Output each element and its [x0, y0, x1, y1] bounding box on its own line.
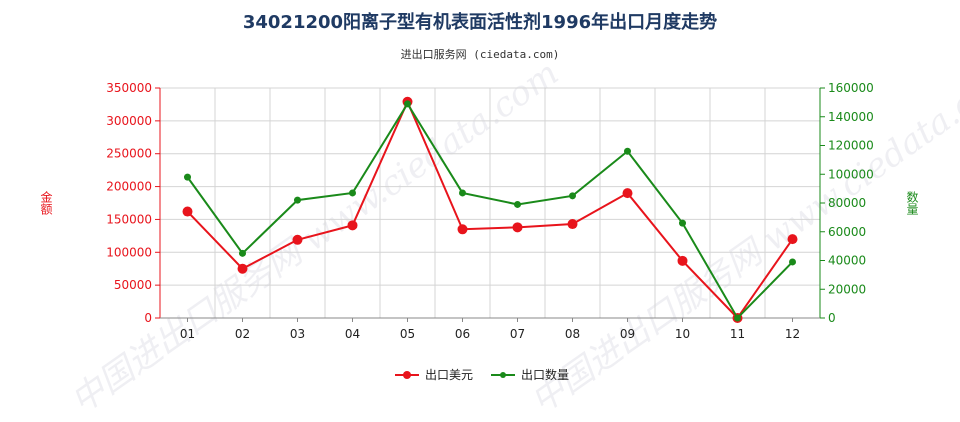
x-tick-label: 06	[455, 327, 470, 341]
series-point-2	[734, 314, 741, 322]
left-tick-label: 50000	[114, 278, 152, 292]
right-tick-label: 120000	[828, 139, 874, 153]
series-point-1	[567, 219, 578, 230]
y-axis-left-label: 金额	[39, 190, 53, 216]
series-point-2	[679, 219, 686, 227]
chart-subtitle: 进出口服务网 (ciedata.com)	[400, 48, 560, 61]
grid	[159, 87, 821, 319]
left-tick-label: 200000	[106, 180, 152, 194]
x-tick-label: 12	[785, 327, 800, 341]
series-point-1	[457, 224, 468, 235]
right-tick-label: 100000	[828, 167, 874, 181]
x-tick-label: 11	[730, 327, 745, 341]
left-tick-label: 250000	[106, 147, 152, 161]
y-axis-right-label: 数量	[905, 190, 919, 215]
series-point-1	[292, 234, 303, 245]
legend-swatch-marker	[500, 372, 506, 378]
x-tick-label: 08	[565, 327, 580, 341]
series-point-2	[569, 192, 576, 200]
right-tick-label: 60000	[828, 225, 866, 239]
series-point-2	[624, 147, 631, 155]
series-layer	[182, 96, 798, 323]
legend-swatch-marker	[403, 371, 411, 379]
x-tick-label: 03	[290, 327, 305, 341]
series-point-2	[459, 189, 466, 197]
series-point-2	[184, 173, 191, 181]
left-tick-label: 300000	[106, 114, 152, 128]
series-point-1	[677, 255, 688, 266]
series-point-1	[182, 206, 193, 217]
axes: 0500001000001500002000002500003000003500…	[39, 81, 919, 341]
x-tick-label: 05	[400, 327, 415, 341]
series-line-1	[186, 99, 794, 320]
x-tick-label: 10	[675, 327, 690, 341]
x-tick-label: 07	[510, 327, 525, 341]
x-tick-label: 04	[345, 327, 360, 341]
x-tick-label: 09	[620, 327, 635, 341]
left-tick-label: 100000	[106, 245, 152, 259]
series-point-2	[349, 189, 356, 197]
series-point-2	[789, 258, 796, 266]
left-tick-label: 150000	[106, 212, 152, 226]
series-point-1	[787, 234, 798, 245]
chart-area: 0500001000001500002000002500003000003500…	[39, 81, 919, 382]
series-point-2	[239, 249, 246, 257]
right-tick-label: 0	[828, 311, 836, 325]
right-tick-label: 160000	[828, 81, 874, 95]
series-point-2	[514, 200, 521, 208]
right-tick-label: 80000	[828, 196, 866, 210]
right-tick-label: 20000	[828, 282, 866, 296]
series-line-2	[186, 101, 794, 320]
left-tick-label: 350000	[106, 81, 152, 95]
chart-title: 34021200阳离子型有机表面活性剂1996年出口月度走势	[242, 12, 718, 33]
x-tick-label: 02	[235, 327, 250, 341]
series-point-1	[237, 263, 248, 274]
x-tick-label: 01	[180, 327, 195, 341]
right-tick-label: 40000	[828, 254, 866, 268]
left-tick-label: 0	[144, 311, 152, 325]
legend-label: 出口数量	[521, 367, 569, 382]
legend-label: 出口美元	[425, 368, 473, 382]
series-point-1	[622, 188, 633, 199]
series-point-2	[294, 196, 301, 204]
series-point-2	[404, 100, 411, 108]
series-point-1	[512, 222, 523, 233]
series-point-1	[347, 220, 358, 231]
right-tick-label: 140000	[828, 110, 874, 124]
legend: 出口美元 出口数量	[395, 367, 569, 382]
